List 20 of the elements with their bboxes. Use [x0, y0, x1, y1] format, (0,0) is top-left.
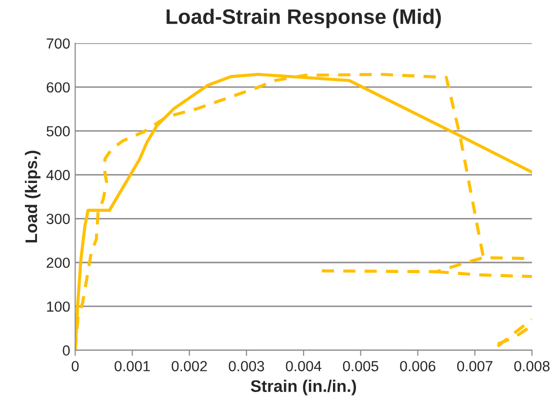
y-tick-label: 100 — [47, 301, 70, 312]
x-tick-label: 0.008 — [514, 361, 550, 372]
y-tick-label: 200 — [46, 258, 70, 268]
y-axis-title: Load (kips.) — [24, 150, 40, 242]
chart-title: Load-Strain Response (Mid) — [166, 8, 441, 28]
x-tick-label: 0.006 — [400, 361, 436, 372]
y-tick-label: 500 — [46, 126, 70, 136]
x-axis-title: Strain (in./in.) — [250, 380, 356, 396]
x-tick-label: 0.007 — [457, 361, 492, 372]
x-tick-label: 0 — [72, 361, 79, 372]
x-tick-label: 0.005 — [342, 361, 378, 372]
y-tick-label: 400 — [46, 170, 70, 180]
y-tick-label: 300 — [46, 214, 70, 224]
x-tick-label: 0.003 — [228, 361, 264, 372]
y-tick-label: 700 — [46, 38, 70, 49]
y-tick-label: 0 — [62, 345, 70, 356]
y-tick-label: 600 — [46, 82, 70, 93]
x-tick-label: 0.001 — [114, 361, 150, 372]
x-tick-label: 0.004 — [286, 361, 322, 372]
x-tick-label: 0.002 — [172, 361, 207, 372]
